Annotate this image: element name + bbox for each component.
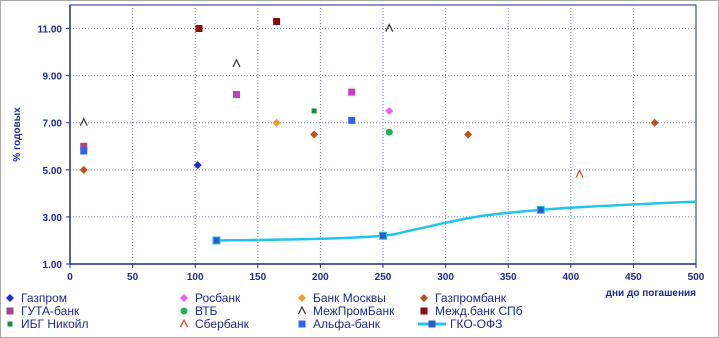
legend-item: Сбербанк: [179, 317, 250, 331]
y-tick-label: 5.00: [43, 166, 63, 177]
data-point: [233, 90, 241, 98]
data-point: [464, 130, 473, 139]
data-point: [80, 147, 88, 155]
legend-item: ИБГ Никойл: [7, 317, 88, 331]
data-point: [650, 118, 659, 127]
legend-marker: [420, 294, 428, 302]
legend-marker: [180, 307, 188, 315]
data-point: [311, 108, 317, 114]
legend-label: Межд.банк СПб: [435, 304, 523, 318]
x-tick-label: 0: [67, 272, 73, 283]
legend-label: Сбербанк: [195, 317, 250, 331]
legend-item: ГУТА-банк: [6, 304, 80, 318]
y-axis-label: % годовых: [12, 107, 23, 162]
x-tick-label: 100: [187, 272, 204, 283]
gko-ofz-curve: [212, 200, 697, 245]
legend-marker: [428, 320, 436, 328]
legend-label: Газпромбанк: [435, 291, 507, 305]
legend-item: ВТБ: [180, 304, 218, 318]
data-points: [79, 17, 659, 178]
y-tick-label: 1.00: [43, 260, 63, 271]
legend-marker: [180, 294, 188, 302]
legend-item: Банк Москвы: [298, 291, 386, 305]
legend-label: МежПромБанк: [313, 304, 395, 318]
legend-marker: [6, 307, 14, 315]
legend-marker: [7, 321, 13, 327]
legend-label: Росбанк: [195, 291, 241, 305]
legend-label: ВТБ: [195, 304, 218, 318]
legend-item: Газпромбанк: [420, 291, 507, 305]
x-tick-label: 350: [500, 272, 517, 283]
data-point: [273, 17, 281, 25]
legend-marker: [179, 318, 189, 328]
legend-label: ИБГ Никойл: [21, 317, 88, 331]
data-point: [195, 25, 203, 33]
y-tick-label: 11.00: [38, 25, 63, 36]
legend-item: Газпром: [6, 291, 67, 305]
legend-marker: [297, 305, 307, 315]
x-axis-label: дни до погашения: [606, 288, 697, 299]
legend-marker: [420, 307, 428, 315]
data-point: [385, 106, 394, 115]
legend-label: Альфа-банк: [313, 317, 381, 331]
x-tick-label: 250: [375, 272, 392, 283]
data-point: [348, 116, 356, 124]
axes: [66, 5, 697, 268]
x-tick-label: 300: [437, 272, 454, 283]
gko-ofz-point: [536, 205, 545, 214]
x-tick-labels: 0 50 100 150 200 250 300 350 400 450 500: [67, 272, 705, 283]
x-tick-label: 450: [625, 272, 642, 283]
data-point: [575, 169, 584, 178]
x-tick-label: 400: [562, 272, 579, 283]
y-tick-labels: 1.00 3.00 5.00 7.00 9.00 11.00: [38, 25, 63, 271]
data-point: [272, 118, 281, 127]
legend-label: ГУТА-банк: [21, 304, 80, 318]
x-tick-label: 50: [127, 272, 139, 283]
data-point: [348, 88, 356, 96]
data-point: [80, 142, 88, 150]
y-tick-label: 3.00: [43, 213, 63, 224]
y-tick-label: 9.00: [43, 72, 63, 83]
legend-item: Альфа-банк: [298, 317, 381, 331]
data-point: [193, 161, 202, 170]
data-point: [79, 165, 88, 174]
x-tick-label: 150: [249, 272, 266, 283]
data-point: [232, 58, 241, 68]
data-point: [79, 117, 88, 126]
legend-label: Банк Москвы: [313, 291, 386, 305]
legend-marker: [298, 320, 306, 328]
x-tick-label: 200: [312, 272, 329, 283]
legend-label: Газпром: [21, 291, 67, 305]
y-tick-label: 7.00: [43, 119, 63, 130]
legend-item: ГКО-ОФЗ: [418, 317, 502, 331]
legend-item: Межд.банк СПб: [420, 304, 523, 318]
data-point: [385, 128, 393, 136]
gko-ofz-line: [216, 200, 697, 242]
x-tick-label: 500: [688, 272, 705, 283]
gko-ofz-point: [212, 236, 221, 245]
gko-ofz-point: [379, 231, 387, 240]
grid-lines: [70, 5, 696, 264]
legend-item: Росбанк: [180, 291, 241, 305]
legend-label: ГКО-ОФЗ: [450, 317, 502, 331]
legend-item: МежПромБанк: [297, 304, 395, 318]
data-point: [385, 23, 394, 32]
data-point: [310, 130, 319, 139]
legend-marker: [298, 294, 306, 302]
legend-marker: [6, 294, 14, 302]
